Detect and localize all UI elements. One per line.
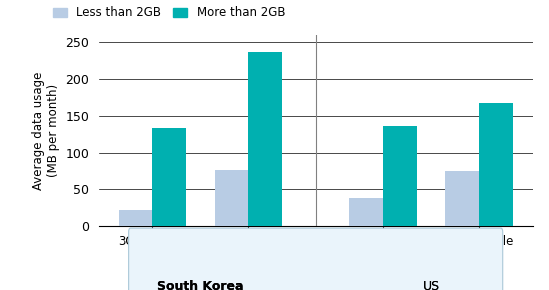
Text: South Korea: South Korea: [157, 280, 244, 290]
FancyBboxPatch shape: [128, 228, 503, 290]
Legend: Less than 2GB, More than 2GB: Less than 2GB, More than 2GB: [53, 6, 285, 19]
Bar: [445, 171, 479, 226]
Y-axis label: Average data usage
(MB per month): Average data usage (MB per month): [32, 71, 60, 190]
Bar: [248, 52, 282, 226]
Text: US: US: [423, 280, 440, 290]
Bar: [383, 126, 417, 226]
Bar: [479, 103, 513, 226]
Bar: [215, 170, 248, 226]
Text: South Korea: South Korea: [157, 280, 244, 290]
Bar: [349, 198, 383, 226]
Bar: [119, 210, 152, 226]
Text: US: US: [423, 280, 440, 290]
Bar: [152, 128, 186, 226]
